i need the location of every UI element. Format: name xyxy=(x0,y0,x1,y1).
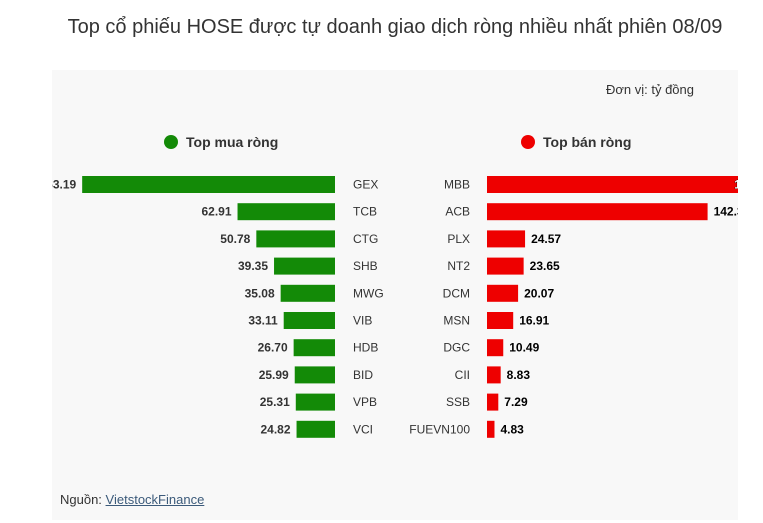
buy-value-label: 25.31 xyxy=(260,395,290,409)
buy-ticker-label: GEX xyxy=(353,178,378,192)
sell-ticker-label: DGC xyxy=(443,341,470,355)
buy-value-label: 24.82 xyxy=(261,422,291,436)
buy-value-label: 26.70 xyxy=(258,341,288,355)
sell-bar xyxy=(487,284,519,302)
sell-value-label: 24.57 xyxy=(531,232,561,246)
buy-ticker-label: BID xyxy=(353,368,373,382)
buy-ticker-label: VPB xyxy=(353,395,377,409)
sell-ticker-label: NT2 xyxy=(447,259,470,273)
buy-bar xyxy=(256,230,335,248)
buy-ticker-label: VIB xyxy=(353,314,372,328)
sell-value-label: 16.91 xyxy=(519,314,549,328)
sell-bar xyxy=(487,420,495,438)
sell-value-label: 10.49 xyxy=(509,341,539,355)
sell-bar xyxy=(487,339,504,357)
buy-value-label: 50.78 xyxy=(220,232,250,246)
buy-bar xyxy=(294,366,335,384)
unit-label: Đơn vị: tỷ đồng xyxy=(605,82,694,97)
buy-bar xyxy=(283,312,335,329)
buy-bar xyxy=(293,339,335,357)
buy-bar xyxy=(82,176,335,193)
source-line: Nguồn: VietstockFinance xyxy=(60,492,204,507)
buy-ticker-label: VCI xyxy=(353,422,373,436)
sell-bar xyxy=(487,393,499,411)
sell-ticker-label: PLX xyxy=(447,232,470,246)
sell-bar xyxy=(487,366,501,384)
buy-ticker-label: TCB xyxy=(353,205,377,219)
sell-ticker-label: MBB xyxy=(444,178,470,192)
legend-sell-dot-icon xyxy=(521,135,535,149)
buy-ticker-label: SHB xyxy=(353,259,378,273)
sell-bar xyxy=(487,203,708,221)
buy-bar xyxy=(296,420,335,438)
sell-value-label: 185.89 xyxy=(734,178,738,192)
sell-value-label: 142.38 xyxy=(714,205,738,219)
legend-sell-label: Top bán ròng xyxy=(543,134,632,150)
sell-ticker-label: ACB xyxy=(445,205,470,219)
sell-ticker-label: FUEVN100 xyxy=(409,422,470,436)
buy-value-label: 62.91 xyxy=(202,205,232,219)
buy-bar xyxy=(295,393,335,411)
buy-value-label: 39.35 xyxy=(238,259,268,273)
sell-ticker-label: DCM xyxy=(443,286,470,300)
sell-value-label: 4.83 xyxy=(500,422,524,436)
sell-bar xyxy=(487,176,738,193)
legend-buy-dot-icon xyxy=(164,135,178,149)
sell-bar xyxy=(487,312,514,329)
source-link[interactable]: VietstockFinance xyxy=(105,492,205,507)
buy-bar xyxy=(280,284,335,302)
buy-ticker-label: CTG xyxy=(353,232,378,246)
sell-ticker-label: MSN xyxy=(443,314,470,328)
buy-bar xyxy=(237,203,335,221)
sell-ticker-label: SSB xyxy=(446,395,470,409)
sell-value-label: 23.65 xyxy=(530,259,560,273)
chart-title: Top cổ phiếu HOSE được tự doanh giao dịc… xyxy=(67,16,723,38)
buy-value-label: 33.11 xyxy=(248,314,278,328)
buy-value-label: 163.19 xyxy=(52,178,76,192)
legend-buy: Top mua ròng xyxy=(164,134,278,150)
buy-value-label: 35.08 xyxy=(245,286,275,300)
legend-buy-label: Top mua ròng xyxy=(186,134,279,150)
sell-value-label: 7.29 xyxy=(504,395,528,409)
sell-ticker-label: CII xyxy=(455,368,470,382)
buy-ticker-label: HDB xyxy=(353,341,378,355)
source-label: Nguồn: xyxy=(60,492,102,507)
buy-bar xyxy=(274,257,335,275)
sell-value-label: 8.83 xyxy=(507,368,531,382)
sell-bar xyxy=(487,230,526,248)
sell-bar xyxy=(487,257,524,275)
bar-chart: 163.19 GEX 62.91 TCB 50.78 CTG 39.35 SHB 35.08 MW… xyxy=(52,176,738,438)
buy-ticker-label: MWG xyxy=(353,286,384,300)
legend-sell: Top bán ròng xyxy=(521,134,631,150)
buy-value-label: 25.99 xyxy=(259,368,289,382)
chart-panel: Đơn vị: tỷ đồng Top mua ròng Top bán ròn… xyxy=(52,70,738,520)
sell-value-label: 20.07 xyxy=(524,286,554,300)
